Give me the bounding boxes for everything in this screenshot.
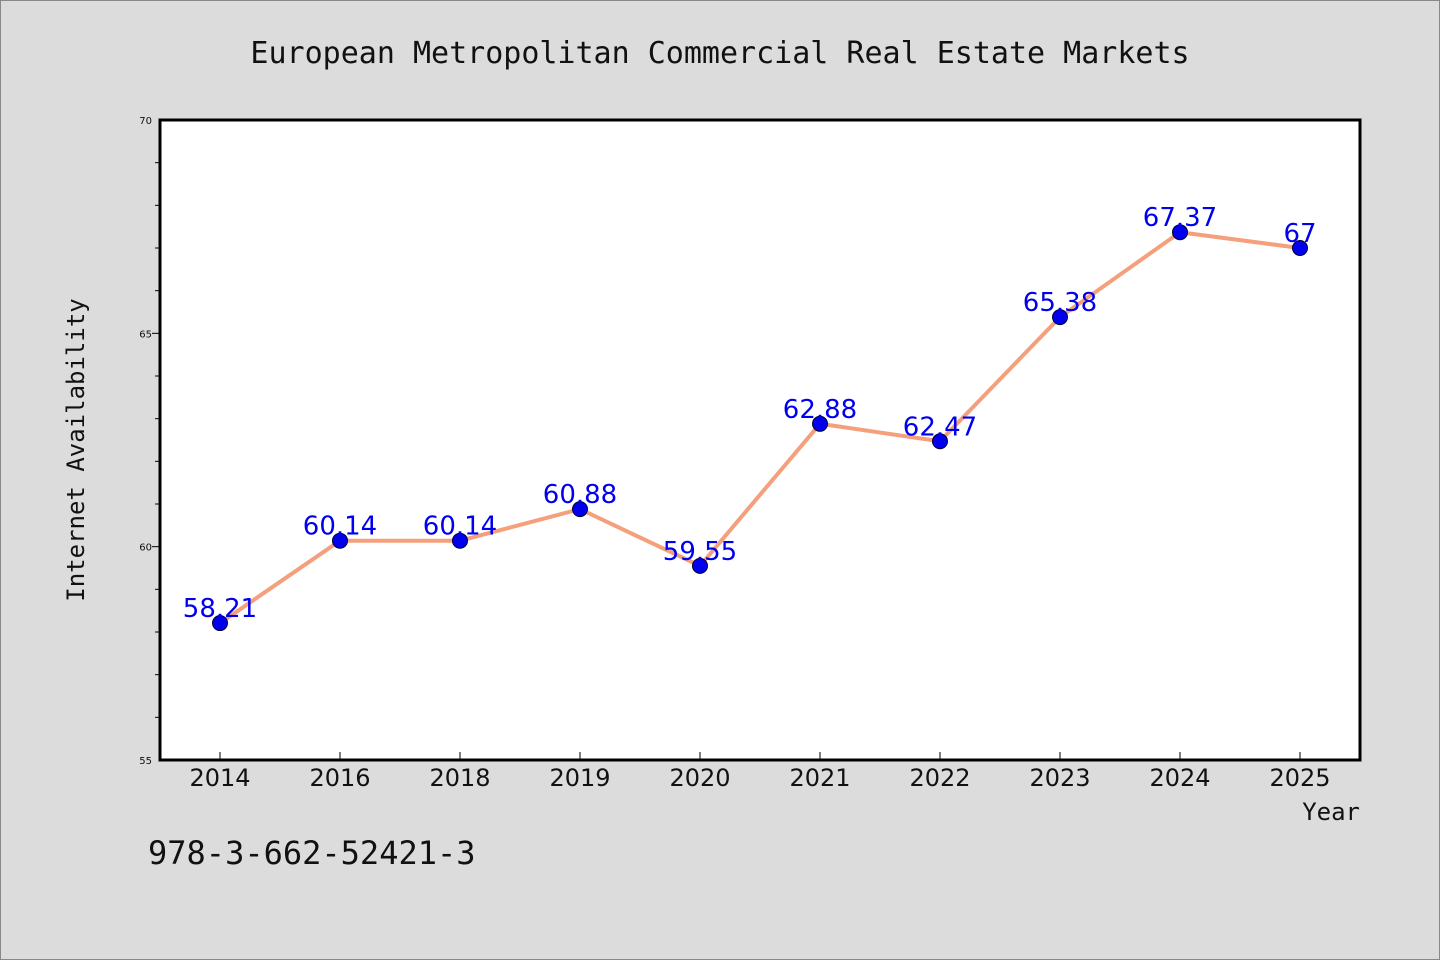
data-label: 62.47 [903, 412, 977, 442]
x-axis-label: Year [1302, 798, 1360, 826]
x-tick-label: 2021 [789, 764, 850, 792]
x-tick-label: 2023 [1029, 764, 1090, 792]
data-label: 60.14 [423, 512, 497, 542]
x-tick-label: 2016 [309, 764, 370, 792]
data-series: 58.21 60.14 60.14 60.88 59.55 62.88 62.47 65.38… [183, 203, 1317, 632]
data-point-marker [692, 557, 708, 574]
x-tick-label: 2022 [909, 764, 970, 792]
chart-title: European Metropolitan Commercial Real Es… [250, 36, 1189, 71]
x-tick-label: 2014 [189, 764, 250, 792]
data-label: 67.37 [1143, 203, 1217, 233]
series-line [218, 230, 1301, 625]
data-point-marker [1172, 224, 1188, 241]
data-label: 59.55 [663, 537, 737, 567]
data-label: 58.21 [183, 594, 257, 624]
data-label: 65.38 [1023, 288, 1097, 318]
x-tick-label: 2024 [1149, 764, 1210, 792]
x-tick-label: 2025 [1269, 764, 1330, 792]
data-point-marker [1292, 240, 1308, 256]
data-point-marker [932, 433, 948, 450]
x-tick-label: 2019 [549, 764, 610, 792]
data-point-marker [572, 501, 588, 518]
x-axis: 2014 2016 2018 2019 2020 2021 2022 2023 2024 2025 [189, 752, 1331, 792]
y-tick-label: 60 [139, 543, 152, 554]
data-label: 60.88 [543, 480, 617, 510]
x-tick-label: 2018 [429, 764, 490, 792]
data-label: 60.14 [303, 512, 377, 542]
y-tick-label: 70 [139, 116, 152, 127]
plot-area [158, 118, 1362, 762]
y-axis-label: Internet Availability [62, 298, 90, 601]
data-label: 67 [1283, 219, 1316, 249]
data-label: 62.88 [783, 395, 857, 425]
data-point-marker [452, 532, 468, 549]
footnote-isbn: 978-3-662-52421-3 [148, 834, 476, 872]
y-tick-label: 55 [139, 756, 152, 767]
y-axis: 55 60 65 70 [139, 116, 160, 767]
data-point-marker [212, 615, 228, 632]
data-point-marker [812, 415, 828, 432]
data-point-marker [332, 532, 348, 549]
y-tick-label: 65 [139, 329, 152, 340]
x-tick-label: 2020 [669, 764, 730, 792]
data-point-marker [1052, 309, 1068, 326]
